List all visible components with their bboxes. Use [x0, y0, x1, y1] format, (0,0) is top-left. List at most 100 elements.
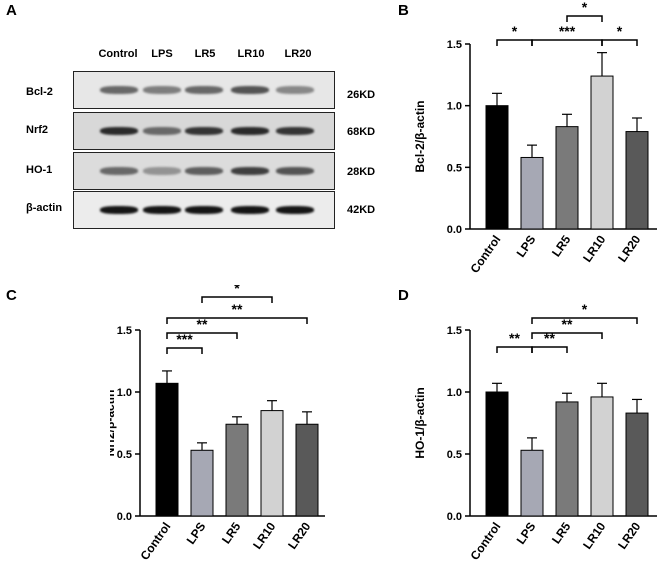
panel-letter-a: A	[6, 2, 17, 19]
kd-label: 28KD	[347, 166, 376, 178]
y-tick-label: 0.5	[447, 162, 462, 174]
lane-label: LR5	[194, 48, 216, 60]
bar	[190, 449, 214, 517]
kd-label: 68KD	[347, 126, 376, 138]
panel-letter-b: B	[398, 2, 409, 19]
significance-bracket	[496, 346, 533, 353]
x-tick-label: LR20	[615, 519, 643, 551]
x-tick-label: LPS	[514, 520, 539, 547]
significance-label: **	[509, 330, 520, 346]
x-tick-label: LR10	[250, 519, 278, 551]
bar	[225, 423, 249, 517]
blot-strip-beta-actin	[73, 191, 335, 229]
bar	[155, 382, 179, 517]
significance-bracket	[496, 39, 533, 46]
x-tick-label: LR20	[285, 519, 313, 551]
bar	[485, 391, 509, 517]
kd-label: 26KD	[347, 89, 376, 101]
y-tick-label: 0.0	[447, 511, 462, 523]
panel-letter-d: D	[398, 287, 409, 304]
bar	[295, 423, 319, 517]
bar	[625, 131, 649, 230]
x-tick-label: Control	[468, 520, 504, 563]
lane-label: Control	[98, 48, 138, 60]
significance-bracket	[166, 332, 238, 339]
bar	[590, 75, 614, 230]
blot-band	[185, 167, 223, 175]
x-tick-label: Control	[138, 520, 174, 563]
blot-protein-label: Bcl-2	[26, 86, 53, 98]
blot-strip-ho1	[73, 152, 335, 190]
bar-chart-nrf2: 0.0 0.5 1.0 1.5 Nrf2/β-actin Control LPS LR5 LR1…	[110, 285, 325, 563]
significance-label: *	[582, 0, 588, 15]
x-tick-label: LR10	[580, 519, 608, 551]
significance-bracket	[531, 346, 568, 353]
y-axis-label: HO-1/β-actin	[413, 387, 427, 458]
significance-label: **	[562, 316, 573, 332]
blot-band	[276, 206, 314, 214]
blot-band	[231, 127, 269, 135]
blot-strip-nrf2	[73, 112, 335, 150]
panel-letter-c: C	[6, 287, 17, 304]
blot-band	[185, 127, 223, 135]
x-tick-label: LR20	[615, 232, 643, 264]
blot-band	[185, 206, 223, 214]
y-tick-label: 1.5	[447, 39, 462, 51]
bar	[485, 105, 509, 230]
blot-band	[100, 167, 138, 175]
blot-band	[276, 167, 314, 175]
blot-band	[231, 86, 269, 94]
y-tick-label: 1.5	[447, 325, 462, 337]
y-tick-label: 0.0	[447, 224, 462, 236]
x-tick-label: LPS	[184, 520, 209, 547]
blot-band	[185, 86, 223, 94]
western-blot-panel: Control LPS LR5 LR10 LR20 Bcl-2 Nrf2 HO-…	[0, 0, 380, 240]
x-tick-label: LR5	[549, 519, 574, 546]
significance-bracket	[166, 317, 308, 324]
blot-band	[276, 86, 314, 94]
blot-band	[231, 206, 269, 214]
significance-bracket	[566, 15, 603, 22]
bar	[625, 412, 649, 517]
blot-protein-label: Nrf2	[26, 124, 49, 136]
significance-bracket	[166, 347, 203, 354]
significance-label: ***	[176, 331, 193, 347]
bar	[520, 156, 544, 230]
y-tick-label: 1.5	[117, 325, 132, 337]
lane-label: LR10	[237, 48, 265, 60]
y-tick-label: 1.0	[117, 387, 132, 399]
blot-band	[231, 167, 269, 175]
blot-band	[100, 206, 138, 214]
y-tick-label: 1.0	[447, 101, 462, 113]
y-tick-label: 0.5	[117, 449, 132, 461]
significance-label: **	[544, 330, 555, 346]
y-axis-label: Bcl-2/β-actin	[413, 100, 427, 172]
x-tick-label: Control	[468, 233, 504, 276]
y-tick-label: 0.0	[117, 511, 132, 523]
blot-band	[143, 167, 181, 175]
bar	[520, 449, 544, 517]
blot-band	[143, 127, 181, 135]
significance-label: *	[234, 285, 240, 296]
significance-bracket	[531, 39, 603, 46]
x-tick-label: LR10	[580, 232, 608, 264]
blot-band	[143, 86, 181, 94]
lane-label: LR20	[284, 48, 312, 60]
significance-bracket	[201, 296, 273, 303]
significance-label: **	[232, 301, 243, 317]
blot-band	[100, 86, 138, 94]
blot-band	[276, 127, 314, 135]
bar	[590, 396, 614, 517]
blot-band	[100, 127, 138, 135]
significance-label: *	[512, 23, 518, 39]
bar-chart-ho1: 0.0 0.5 1.0 1.5 HO-1/β-actin Control LPS LR5 LR1…	[413, 301, 657, 563]
significance-label: *	[617, 23, 623, 39]
significance-bracket	[531, 317, 638, 324]
y-tick-label: 1.0	[447, 387, 462, 399]
blot-protein-label: HO-1	[26, 164, 53, 176]
bar	[555, 401, 579, 517]
significance-label: ***	[559, 23, 576, 39]
x-tick-label: LPS	[514, 233, 539, 260]
significance-label: **	[197, 316, 208, 332]
